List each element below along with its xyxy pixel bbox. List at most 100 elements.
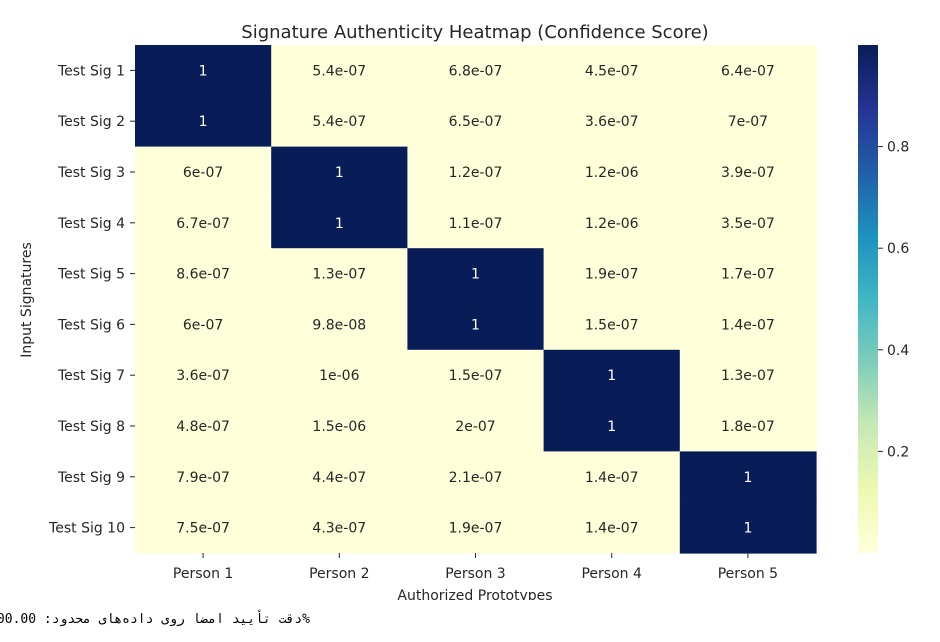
heatmap-cells — [135, 45, 817, 554]
cell-annotation: 9.8e-08 — [312, 317, 366, 333]
heatmap-cell — [271, 400, 408, 452]
heatmap-chart: Signature Authenticity Heatmap (Confiden… — [19, 22, 909, 600]
heatmap-cell — [407, 45, 545, 97]
colorbar-ticks: 0.2 0.4 0.6 0.8 — [878, 140, 909, 460]
heatmap-cell — [407, 451, 545, 503]
cell-annotation: 1 — [607, 368, 616, 384]
x-axis-label: Authorized Prototypes — [397, 588, 552, 600]
heatmap-cell — [271, 146, 408, 198]
cell-annotation: 6.5e-07 — [449, 114, 503, 130]
heatmap-cell — [543, 197, 681, 249]
heatmap-cell — [679, 45, 817, 97]
x-tick-label: Person 2 — [309, 566, 369, 582]
cell-annotation: 4.8e-07 — [176, 419, 230, 435]
cell-annotation: 1 — [607, 419, 616, 435]
heatmap-cell — [271, 502, 408, 554]
heatmap-cell — [543, 95, 681, 148]
cell-annotation: 7e-07 — [728, 114, 768, 130]
heatmap-cell — [407, 95, 545, 148]
cell-annotation: 1.3e-07 — [721, 368, 775, 384]
heatmap-cell — [543, 502, 681, 554]
cell-annotation: 1.2e-07 — [449, 165, 503, 181]
heatmap-cell — [679, 95, 817, 148]
heatmap-cell — [135, 299, 272, 351]
cell-annotation: 1.4e-07 — [721, 317, 775, 333]
y-tick-label: Test Sig 6 — [57, 317, 125, 333]
cell-annotation: 5.4e-07 — [312, 114, 366, 130]
heatmap-cell — [679, 451, 817, 503]
cell-annotation: 3.6e-07 — [585, 114, 639, 130]
heatmap-cell — [543, 248, 681, 300]
heatmap-cell — [543, 299, 681, 351]
heatmap-cell — [271, 45, 408, 97]
cell-annotation: 1 — [743, 521, 752, 537]
heatmap-cell — [135, 146, 272, 198]
cell-annotation: 1.8e-07 — [721, 419, 775, 435]
chart-title: Signature Authenticity Heatmap (Confiden… — [241, 22, 708, 43]
y-tick-label: Test Sig 10 — [48, 521, 125, 537]
cell-annotation: 7.9e-07 — [176, 470, 230, 486]
x-tick-label: Person 5 — [718, 566, 778, 582]
heatmap-cell — [271, 299, 408, 351]
colorbar-tick-label: 0.8 — [887, 140, 909, 156]
heatmap-cell — [679, 299, 817, 351]
cell-annotation: 6.8e-07 — [449, 63, 503, 79]
heatmap-cell — [543, 451, 681, 503]
heatmap-cell — [271, 248, 408, 300]
output-text: %دقت تأیید امضا روی داده‌های محدود: 100.… — [0, 612, 310, 627]
heatmap-cell — [679, 502, 817, 554]
cell-annotation: 1.1e-07 — [449, 216, 503, 232]
colorbar-tick-label: 0.4 — [887, 343, 909, 359]
cell-annotation: 1 — [743, 470, 752, 486]
heatmap-cell — [135, 400, 272, 452]
heatmap-cell — [135, 95, 272, 148]
cell-annotation: 6.4e-07 — [721, 63, 775, 79]
cell-annotation: 1.5e-06 — [312, 419, 366, 435]
heatmap-cell — [271, 349, 408, 402]
heatmap-cell — [407, 349, 545, 402]
colorbar-tick-label: 0.2 — [887, 444, 909, 460]
y-tick-label: Test Sig 9 — [57, 470, 125, 486]
cell-annotation: 1.5e-07 — [585, 317, 639, 333]
heatmap-cell — [407, 502, 545, 554]
y-tick-label: Test Sig 1 — [57, 63, 125, 79]
heatmap-cell — [135, 349, 272, 402]
colorbar — [858, 45, 878, 553]
cell-annotation: 7.5e-07 — [176, 521, 230, 537]
y-tick-label: Test Sig 5 — [57, 267, 125, 283]
heatmap-cell — [407, 299, 545, 351]
cell-annotation: 2.1e-07 — [449, 470, 503, 486]
heatmap-cell — [679, 146, 817, 198]
cell-annotation: 3.9e-07 — [721, 165, 775, 181]
heatmap-cell — [679, 349, 817, 402]
cell-annotation: 1.2e-06 — [585, 216, 639, 232]
cell-annotation: 1.5e-07 — [449, 368, 503, 384]
heatmap-cell — [543, 45, 681, 97]
heatmap-cell — [271, 451, 408, 503]
heatmap-cell — [543, 400, 681, 452]
cell-annotation: 3.5e-07 — [721, 216, 775, 232]
cell-annotation: 1 — [199, 63, 208, 79]
cell-annotation: 1 — [335, 165, 344, 181]
heatmap-cell — [271, 95, 408, 148]
heatmap-cell — [543, 146, 681, 198]
cell-annotation: 1 — [471, 317, 480, 333]
cell-annotation: 1e-06 — [319, 368, 359, 384]
cell-annotation: 1.4e-07 — [585, 470, 639, 486]
cell-annotation: 6e-07 — [183, 317, 223, 333]
cell-annotation: 6e-07 — [183, 165, 223, 181]
heatmap-cell — [679, 248, 817, 300]
cell-annotation: 1 — [335, 216, 344, 232]
heatmap-cell — [135, 45, 272, 97]
cell-annotation: 1.3e-07 — [312, 267, 366, 283]
cell-annotation: 1.4e-07 — [585, 521, 639, 537]
cell-annotations: 1 5.4e-07 6.8e-07 4.5e-07 6.4e-07 1 5.4e-07 6.5… — [176, 63, 775, 536]
y-tick-label: Test Sig 7 — [57, 368, 125, 384]
x-tick-label: Person 1 — [173, 566, 233, 582]
cell-annotation: 1.9e-07 — [449, 521, 503, 537]
heatmap-cell — [135, 197, 272, 249]
y-tick-label: Test Sig 2 — [57, 114, 125, 130]
y-tick-label: Test Sig 4 — [57, 216, 125, 232]
cell-annotation: 4.3e-07 — [312, 521, 366, 537]
cell-annotation: 1 — [471, 267, 480, 283]
